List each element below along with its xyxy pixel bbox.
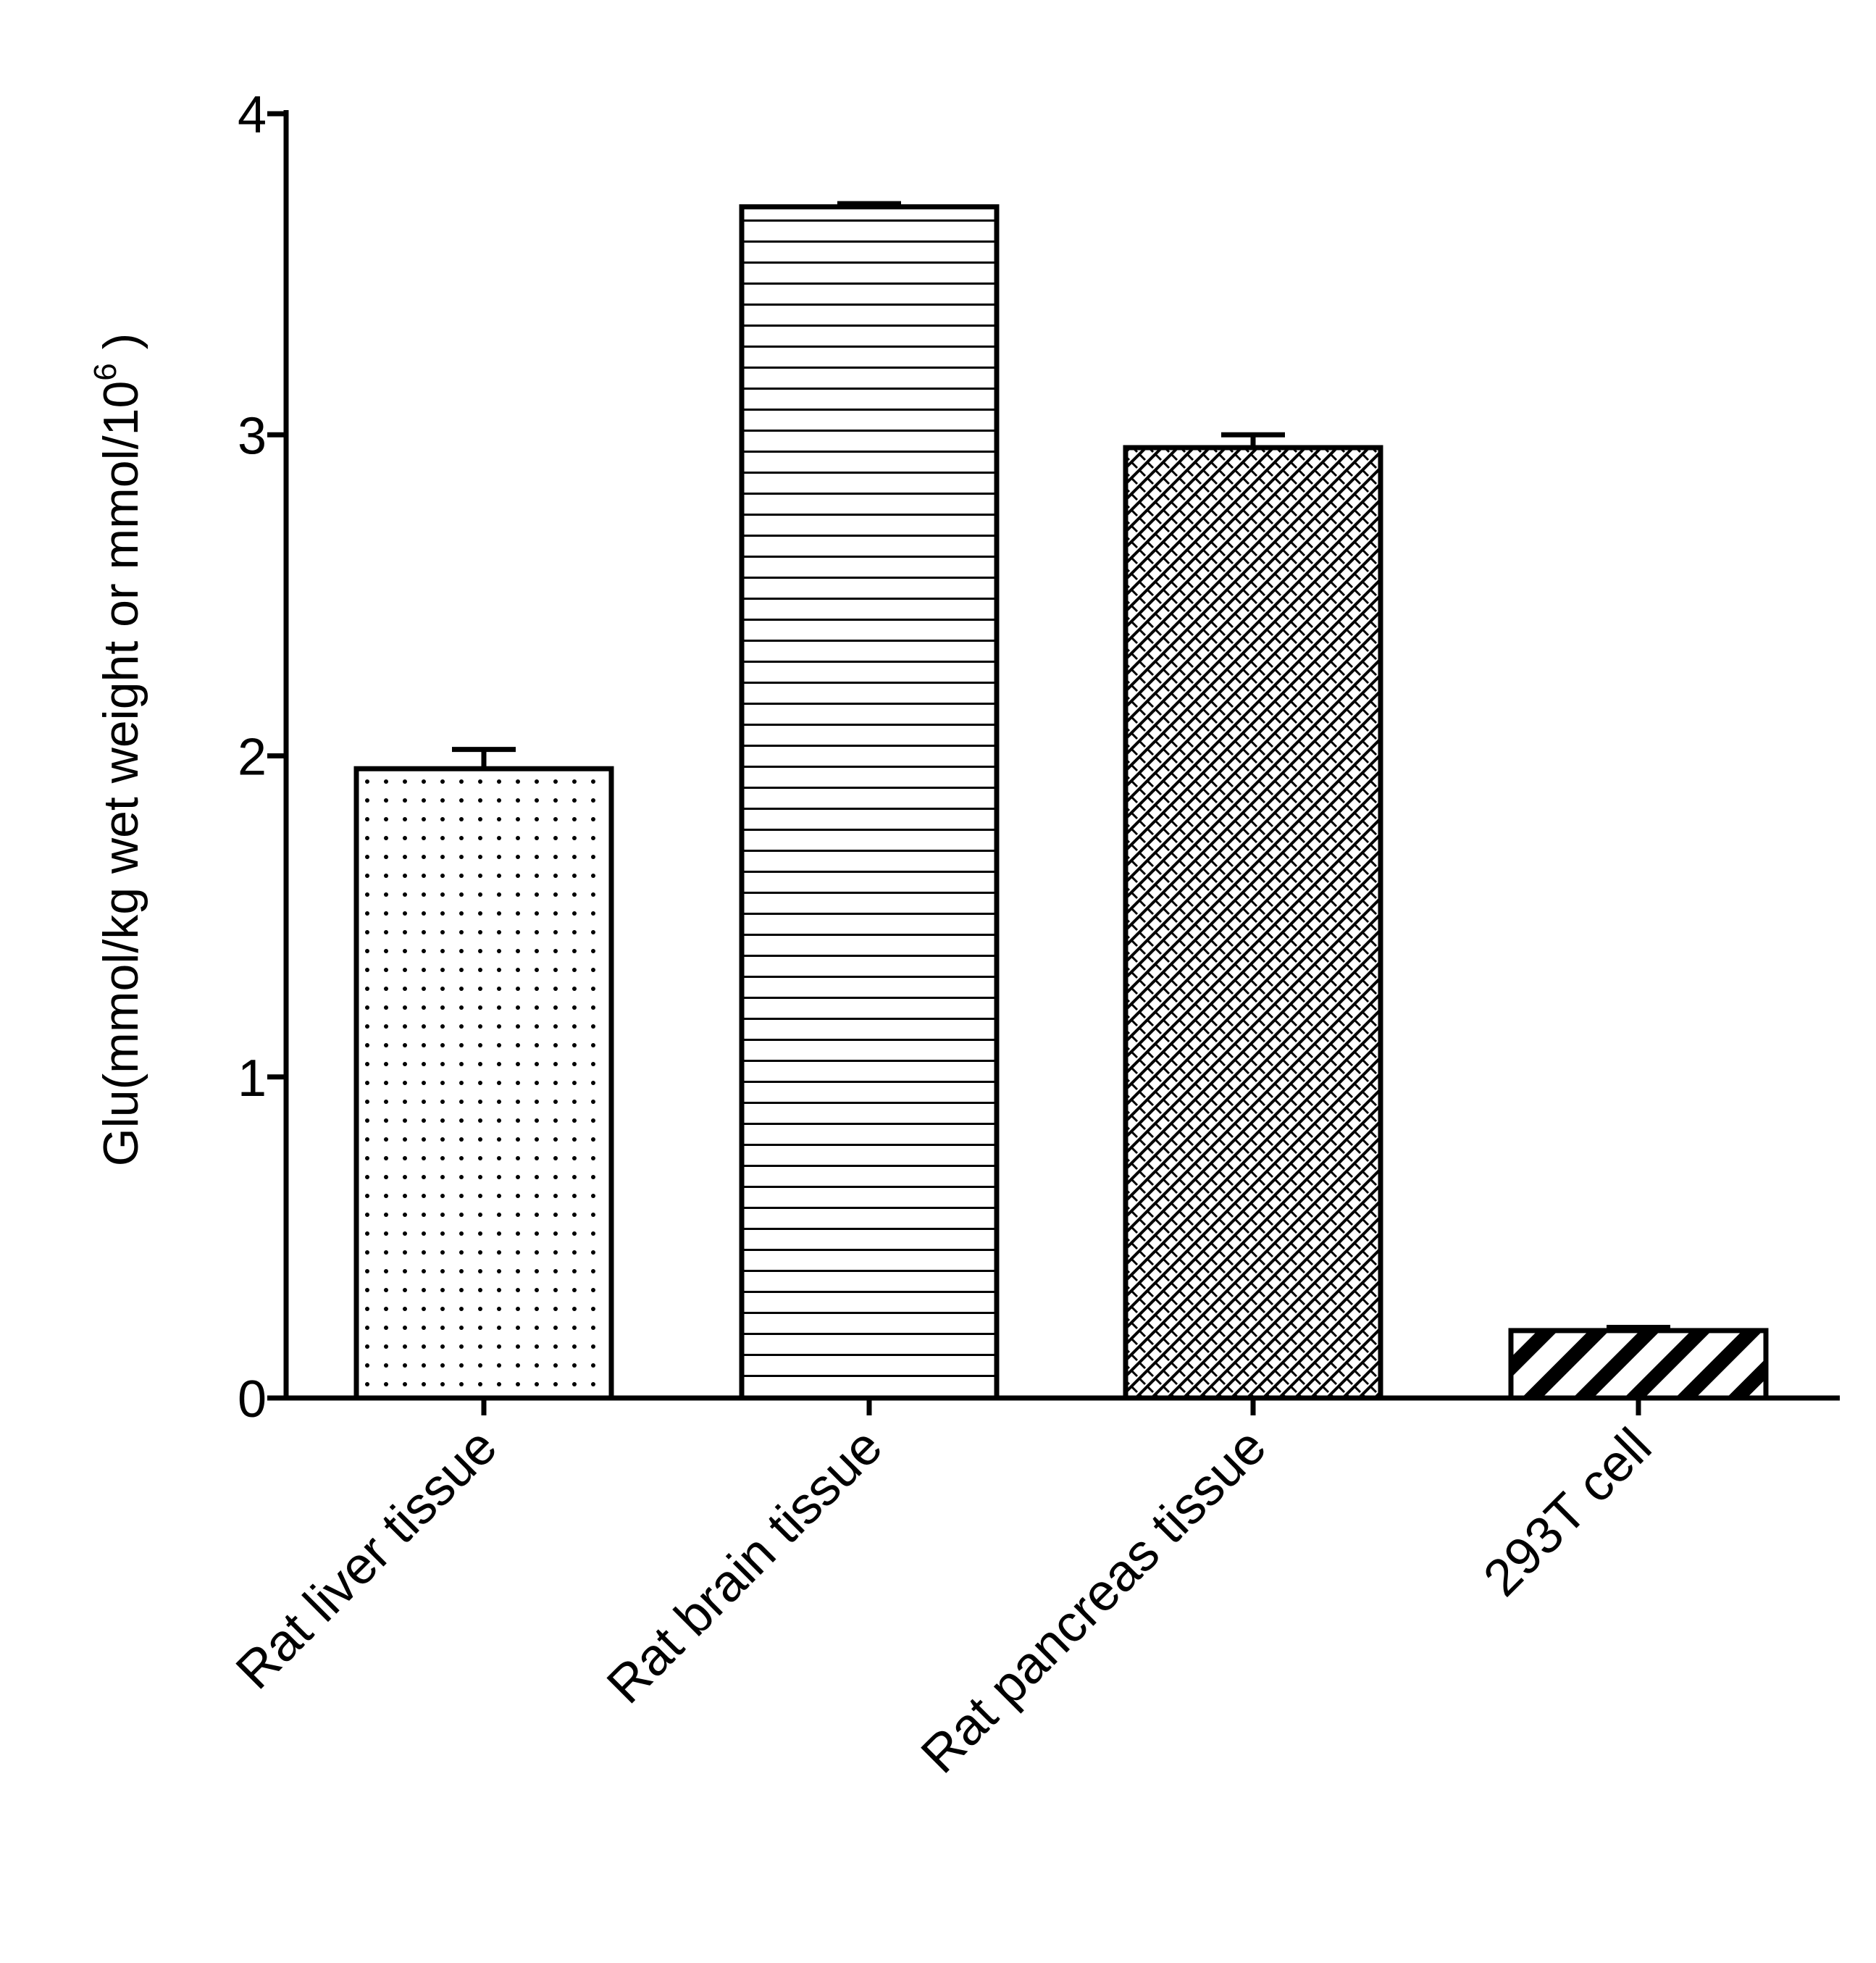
y-tick-label: 2 xyxy=(238,729,267,787)
bar-1 xyxy=(353,766,614,1401)
bar-3 xyxy=(1123,445,1383,1401)
y-tick-label: 3 xyxy=(238,407,267,465)
y-tick-label: 4 xyxy=(238,86,267,144)
y-tick-label: 1 xyxy=(238,1050,267,1108)
x-axis-ticks: Rat liver tissue Rat brain tissue Rat panc… xyxy=(225,1398,1662,1784)
y-tick-label: 0 xyxy=(238,1370,267,1428)
bar-2 xyxy=(739,204,1000,1401)
y-axis-ticks: 0 1 2 3 4 xyxy=(238,86,286,1428)
x-category-label: Rat pancreas tissue xyxy=(910,1418,1278,1785)
x-category-label: Rat liver tissue xyxy=(225,1418,508,1700)
bar-4 xyxy=(1508,1328,1769,1401)
x-category-label: Rat brain tissue xyxy=(596,1418,893,1715)
x-category-label: 293T cell xyxy=(1473,1418,1662,1607)
y-axis-title: Glu(mmol/kg wet weight or mmol/106 ) xyxy=(88,333,148,1167)
bars xyxy=(353,201,1769,1401)
